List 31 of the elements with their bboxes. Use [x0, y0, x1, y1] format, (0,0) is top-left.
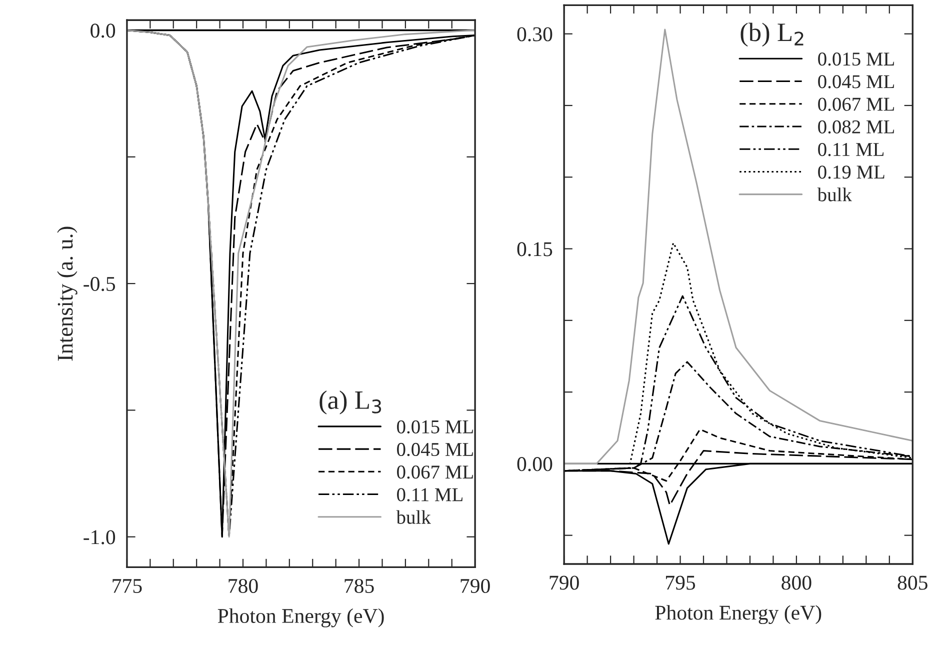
x-tick-label: 800: [782, 576, 812, 590]
legend-label: 0.067 ML: [818, 98, 894, 111]
y-tick-label: -1.0: [84, 530, 116, 544]
legend-label: 0.045 ML: [818, 75, 894, 88]
y-tick-label: 0.0: [90, 24, 116, 38]
y-tick-label: 0.30: [517, 27, 552, 42]
legend-label: bulk: [817, 188, 852, 202]
legend-label: 0.067 ML: [397, 466, 473, 479]
y-tick-label: -0.5: [84, 276, 116, 292]
x-tick-label: 790: [460, 578, 490, 593]
legend-label: 0.082 ML: [818, 120, 894, 134]
x-tick-label: 780: [228, 578, 258, 593]
x-axis-title: Photon Energy (eV): [655, 605, 822, 624]
x-tick-label: 805: [898, 576, 928, 590]
y-tick-label: 0.15: [517, 242, 552, 256]
y-axis-title: Intensity (a. u.): [57, 226, 78, 361]
legend-label: 0.015 ML: [818, 52, 894, 66]
legend-label: 0.19 ML: [818, 166, 884, 179]
legend-label: 0.015 ML: [397, 420, 473, 434]
y-tick-label: 0.00: [517, 457, 552, 472]
x-tick-label: 795: [666, 576, 696, 590]
legend-label: 0.11 ML: [397, 488, 462, 502]
legend-label: 0.045 ML: [397, 442, 473, 456]
legend-title: (a) L$_{3}$: [320, 390, 382, 414]
x-axis-title: Photon Energy (eV): [218, 608, 384, 628]
x-tick-label: 790: [550, 576, 579, 590]
x-tick-label: 785: [344, 578, 374, 593]
legend-label: 0.11 ML: [818, 142, 884, 156]
legend-label: bulk: [396, 510, 431, 524]
legend-title: (b) L$_{2}$: [740, 22, 804, 47]
x-tick-label: 775: [112, 579, 142, 593]
